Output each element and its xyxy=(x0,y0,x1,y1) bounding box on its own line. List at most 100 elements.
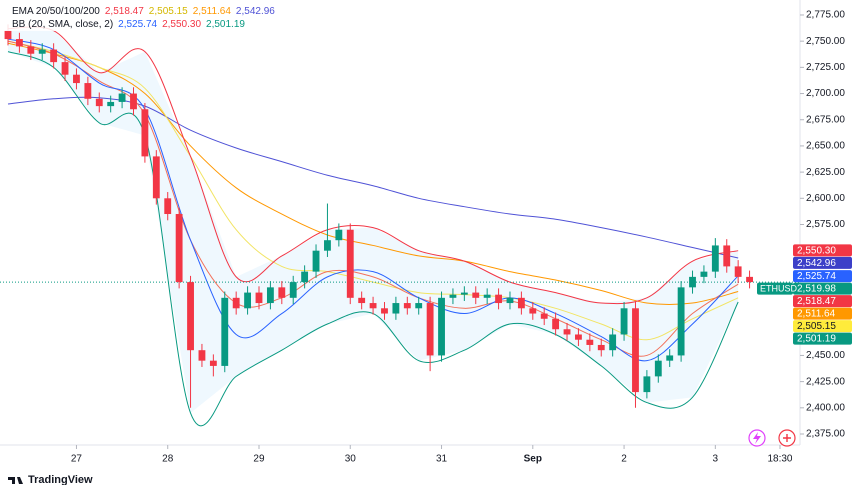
legend-item: EMA 20/50/100/200 xyxy=(12,6,100,17)
price-label-box xyxy=(793,256,852,269)
price-label: 2,518.47 xyxy=(797,296,836,307)
candle-body xyxy=(255,292,263,304)
y-tick-label: 2,675.00 xyxy=(806,114,845,125)
candle-body xyxy=(278,287,286,298)
candle-body xyxy=(689,276,696,288)
candle-body xyxy=(472,292,480,298)
candle-body xyxy=(426,303,434,356)
candle-body xyxy=(118,93,126,102)
candle-body xyxy=(415,303,423,309)
price-label-box xyxy=(793,307,852,320)
price-label-box xyxy=(793,244,852,257)
candle-body xyxy=(529,308,537,314)
x-tick-label: 27 xyxy=(71,454,83,465)
y-tick-label: 2,700.00 xyxy=(806,88,845,99)
candle-body xyxy=(50,49,58,63)
symbol-box xyxy=(757,282,793,295)
lightning xyxy=(753,432,761,444)
y-tick-label: 2,375.00 xyxy=(806,429,845,440)
candle-body xyxy=(27,46,35,54)
branding-logo: TradingView xyxy=(8,474,93,485)
x-tick-label: 30 xyxy=(345,454,357,465)
legend-text: EMA 20/50/100/200 2,518.47 2,505.15 2,511.6… xyxy=(12,6,275,17)
candle-body xyxy=(346,229,354,298)
candle-body xyxy=(597,344,605,351)
candle-body xyxy=(438,297,445,356)
candle-body xyxy=(700,271,708,277)
candle-body xyxy=(666,355,674,361)
legend-item: 2,525.74 xyxy=(118,19,157,30)
candle-body xyxy=(734,266,742,277)
candle-body xyxy=(324,240,331,251)
candle-body xyxy=(358,297,366,304)
candle-body xyxy=(198,350,206,361)
candle-body xyxy=(141,109,149,157)
symbol-label: ETHUSD xyxy=(760,283,798,293)
legend-item: 2,511.64 xyxy=(193,6,232,17)
y-tick-label: 2,600.00 xyxy=(806,193,845,204)
x-tick-label: 31 xyxy=(436,454,448,465)
candle-body xyxy=(187,282,194,351)
price-label: 2,525.74 xyxy=(797,271,836,282)
price-label-box xyxy=(793,320,852,333)
candle-body xyxy=(312,250,320,272)
candle-body xyxy=(301,271,309,283)
candle-body xyxy=(164,198,172,215)
legend-item: BB (20, SMA, close, 2) xyxy=(12,19,113,30)
candle-body xyxy=(449,294,457,298)
candle-body xyxy=(609,334,617,351)
x-tick-label: Sep xyxy=(524,454,542,465)
x-tick-label: 3 xyxy=(713,454,719,465)
candle-body xyxy=(632,308,639,393)
candle-body xyxy=(152,156,160,199)
icons xyxy=(748,429,796,447)
candle-body xyxy=(15,39,23,47)
candle-body xyxy=(221,297,229,366)
price-label: 2,505.15 xyxy=(797,321,836,332)
logo-mark xyxy=(8,477,23,484)
branding: TradingView xyxy=(28,474,93,485)
y-tick-label: 2,575.00 xyxy=(806,219,845,230)
x-tick-label: 28 xyxy=(162,454,174,465)
legend-bg xyxy=(0,18,260,31)
price-label-box xyxy=(793,270,852,283)
candle-body xyxy=(552,318,560,330)
candle-body xyxy=(266,287,274,304)
candle-body xyxy=(73,74,80,84)
candle-body xyxy=(381,308,388,314)
candle-body xyxy=(483,294,491,298)
candle-body xyxy=(84,83,92,99)
x-tick-label: 2 xyxy=(621,454,627,465)
candle-body xyxy=(723,245,731,267)
candle-body xyxy=(403,303,411,309)
candle-body xyxy=(209,360,217,366)
candle-body xyxy=(575,334,582,340)
x-tick-label: 18:30 xyxy=(767,454,792,465)
candle-body xyxy=(392,303,400,314)
price-label: 2,550.30 xyxy=(797,246,836,257)
candle-body xyxy=(107,101,115,107)
legend-item: 2,501.19 xyxy=(206,19,245,30)
candle-body xyxy=(746,276,753,283)
legend-text: BB (20, SMA, close, 2) 2,525.74 2,550.30 2,… xyxy=(12,19,245,30)
y-tick-label: 2,450.00 xyxy=(806,350,845,361)
price-label-box xyxy=(793,282,852,295)
y-tick-label: 2,425.00 xyxy=(806,376,845,387)
plus xyxy=(783,434,791,442)
candle-body xyxy=(369,303,377,309)
legend-item: 2,518.47 xyxy=(105,6,144,17)
candle-body xyxy=(677,287,685,356)
price-label: 2,511.64 xyxy=(797,309,836,320)
candle-body xyxy=(563,329,571,335)
candle-body xyxy=(654,360,662,377)
candle-body xyxy=(232,297,240,309)
candle-body xyxy=(61,62,69,75)
candle-body xyxy=(586,339,594,345)
y-tick-label: 2,400.00 xyxy=(806,402,845,413)
candle-body xyxy=(4,30,12,40)
candle-body xyxy=(643,376,651,393)
candle-body xyxy=(130,93,137,110)
candle-body xyxy=(244,292,252,309)
candle-body xyxy=(175,214,183,283)
plot xyxy=(0,24,800,427)
